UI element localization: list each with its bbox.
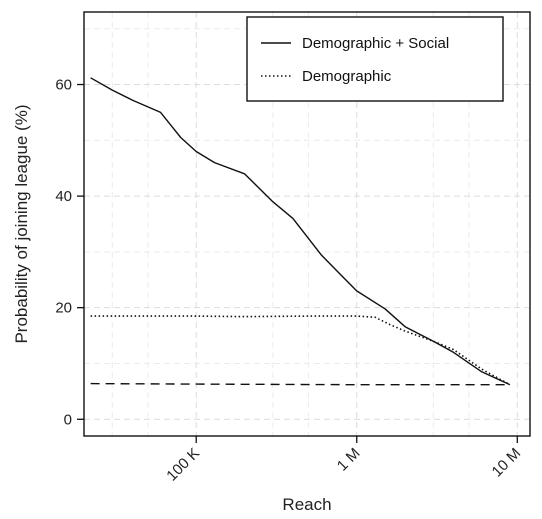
y-axis-title: Probability of joining league (%) — [12, 104, 31, 343]
y-tick-label: 60 — [55, 77, 72, 94]
legend-box — [246, 16, 504, 102]
y-tick-label: 0 — [64, 411, 72, 428]
series-line-demographic — [90, 315, 511, 386]
y-tick-label: 20 — [55, 300, 72, 317]
y-tick-label: 40 — [55, 188, 72, 205]
legend-label-demographic-social: Demographic + Social — [302, 35, 449, 52]
legend-label-demographic: Demographic — [302, 68, 392, 85]
x-axis-title: Reach — [282, 495, 331, 514]
series-line-demographic-social — [90, 77, 511, 386]
series-line-series-2 — [90, 382, 510, 386]
legend: Demographic + Social Demographic — [246, 16, 504, 102]
series-lines — [90, 77, 511, 386]
plot-frame — [83, 11, 531, 437]
